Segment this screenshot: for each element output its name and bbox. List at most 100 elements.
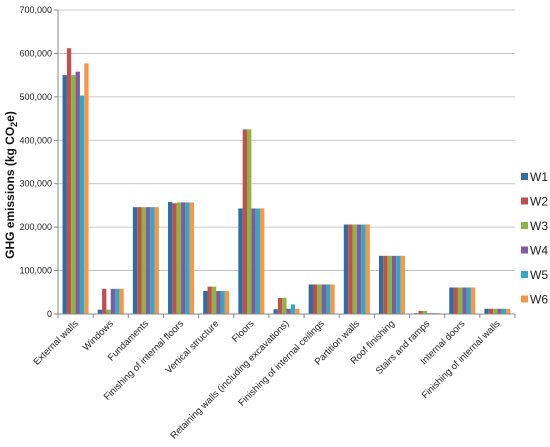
bar-w1 bbox=[238, 208, 243, 314]
bar-w2 bbox=[383, 255, 388, 314]
bar-w2 bbox=[277, 297, 283, 314]
bar-w3 bbox=[176, 202, 182, 314]
bar-w1 bbox=[273, 309, 278, 314]
legend-label-w2: W2 bbox=[530, 195, 548, 209]
bar-w2 bbox=[348, 224, 353, 314]
bar-w5 bbox=[466, 287, 471, 314]
x-tick-labels: External walls WindowsFundamentsFinishing… bbox=[31, 318, 502, 441]
bar-w6 bbox=[400, 255, 405, 314]
bar-w6 bbox=[189, 202, 195, 314]
bar-w4 bbox=[286, 308, 291, 314]
bar-w2 bbox=[172, 203, 177, 314]
y-tick-label: 300,000 bbox=[19, 179, 52, 189]
axes bbox=[57, 10, 515, 315]
bar-w1 bbox=[168, 201, 173, 314]
bar-w3 bbox=[141, 207, 146, 314]
y-tick-label: 500,000 bbox=[19, 92, 52, 102]
bar-w6 bbox=[119, 288, 124, 314]
bar-w3 bbox=[493, 308, 498, 314]
bar-w3 bbox=[422, 310, 428, 314]
bar-w1 bbox=[449, 287, 454, 314]
bar-w5 bbox=[185, 202, 190, 314]
bar-w3 bbox=[247, 129, 252, 314]
bar-w6 bbox=[470, 287, 476, 314]
legend-label-w4: W4 bbox=[530, 244, 548, 258]
y-axis-title-main: GHG emissions (kg CO bbox=[3, 127, 17, 259]
legend-swatch-w4 bbox=[521, 246, 528, 254]
bar-w5 bbox=[290, 304, 296, 314]
bar-w5 bbox=[325, 284, 331, 314]
legend-label-w1: W1 bbox=[530, 170, 548, 184]
legend: W1 W2 W3 W4 W5 W6 bbox=[521, 170, 548, 307]
y-tick-label: 400,000 bbox=[19, 135, 52, 145]
bar-w6 bbox=[330, 284, 335, 314]
x-tick-label: Floors bbox=[230, 318, 257, 345]
bar-w1 bbox=[484, 308, 489, 314]
x-tick-label: External walls bbox=[31, 318, 80, 367]
legend-label-w3: W3 bbox=[530, 219, 548, 233]
bar-w5 bbox=[150, 207, 155, 314]
bar-w2 bbox=[453, 287, 458, 314]
bar-w4 bbox=[216, 290, 221, 314]
legend-swatch-w3 bbox=[521, 222, 528, 229]
bar-w4 bbox=[462, 287, 467, 314]
y-tick-label: 0 bbox=[47, 309, 52, 319]
bar-w5 bbox=[79, 95, 85, 314]
bar-w2 bbox=[137, 207, 142, 314]
bar-w6 bbox=[154, 207, 159, 314]
y-tick-label: 700,000 bbox=[19, 5, 52, 15]
bar-w6 bbox=[84, 63, 89, 314]
bar-w4 bbox=[321, 284, 326, 314]
x-tick-label: Windows bbox=[81, 318, 116, 353]
bar-w4 bbox=[356, 224, 362, 314]
y-axis-title: GHG emissions (kg CO2e) bbox=[3, 111, 19, 259]
y-tick-label: 600,000 bbox=[19, 48, 52, 58]
bar-w2 bbox=[102, 288, 107, 314]
y-axis-title-subscript: 2 bbox=[9, 122, 19, 127]
bar-w1 bbox=[97, 309, 103, 314]
legend-swatch-w2 bbox=[521, 197, 528, 205]
y-tick-label: 100,000 bbox=[19, 266, 52, 276]
bar-w6 bbox=[365, 224, 370, 314]
legend-swatch-w6 bbox=[521, 295, 528, 303]
y-tick-label: 200,000 bbox=[19, 222, 52, 232]
bar-w1 bbox=[308, 284, 313, 314]
bar-w4 bbox=[497, 308, 502, 314]
bar-w3 bbox=[71, 75, 76, 315]
bar-w5 bbox=[501, 308, 507, 314]
bar-w6 bbox=[260, 208, 265, 314]
bar-w4 bbox=[181, 202, 186, 314]
bar-w1 bbox=[203, 290, 208, 314]
bar-w5 bbox=[361, 224, 366, 314]
bar-w2 bbox=[312, 284, 318, 314]
bar-w4 bbox=[75, 71, 80, 314]
bar-w3 bbox=[317, 284, 322, 314]
legend-swatch-w1 bbox=[521, 173, 528, 180]
bar-w4 bbox=[145, 207, 151, 314]
bar-w1 bbox=[132, 207, 138, 314]
bar-w5 bbox=[220, 290, 225, 314]
legend-label-w5: W5 bbox=[530, 268, 548, 282]
bar-w2 bbox=[418, 310, 423, 314]
bar-w1 bbox=[62, 75, 67, 315]
bar-w2 bbox=[242, 129, 248, 314]
legend-swatch-w5 bbox=[521, 271, 528, 278]
bar-w3 bbox=[387, 255, 392, 314]
bar-w3 bbox=[457, 287, 463, 314]
y-tick-labels: 0 100,000 200,000 300,000 400,000 500,000 600,… bbox=[19, 5, 52, 319]
bar-w2 bbox=[488, 308, 494, 314]
bar-w3 bbox=[106, 309, 111, 314]
bar-w2 bbox=[207, 286, 212, 314]
bar-w4 bbox=[391, 255, 397, 314]
bar-w5 bbox=[396, 255, 401, 314]
bar-w1 bbox=[378, 255, 384, 314]
bars bbox=[62, 48, 511, 315]
bar-w5 bbox=[255, 208, 261, 314]
bar-w4 bbox=[251, 208, 256, 314]
y-axis-title-end: e) bbox=[3, 111, 17, 122]
bar-w4 bbox=[110, 288, 116, 314]
bar-w5 bbox=[115, 288, 120, 314]
bar-w3 bbox=[352, 224, 357, 314]
bar-w6 bbox=[224, 290, 230, 314]
